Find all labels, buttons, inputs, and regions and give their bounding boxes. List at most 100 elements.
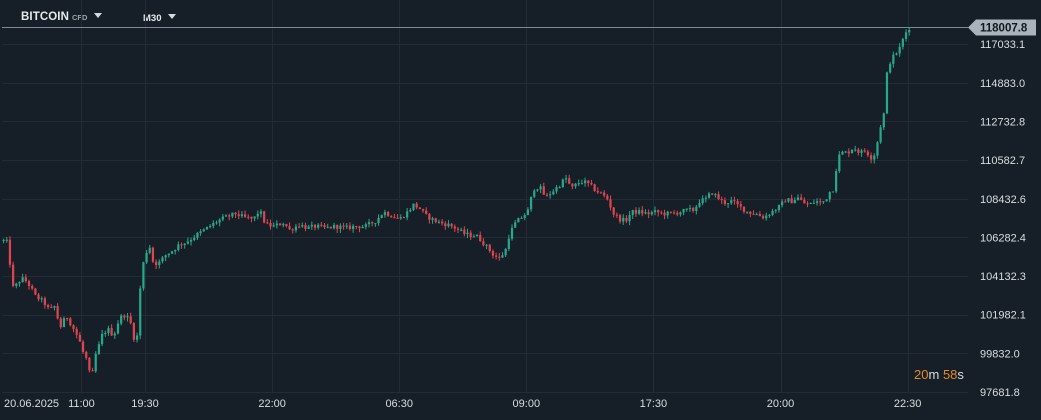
- candle-up: [412, 203, 415, 210]
- candle-down: [479, 235, 482, 242]
- candle-up: [574, 183, 577, 187]
- candle-up: [120, 315, 123, 324]
- candle-up: [583, 180, 587, 184]
- candle-down: [50, 307, 53, 309]
- candle-up: [164, 255, 167, 258]
- candle-down: [250, 216, 253, 219]
- candle-down: [847, 151, 850, 154]
- candle-down: [618, 215, 622, 222]
- candle-down: [758, 214, 761, 217]
- candle-down: [91, 370, 94, 372]
- candle-up: [139, 288, 142, 336]
- candle-up: [107, 328, 110, 333]
- countdown-seconds: 58: [942, 367, 958, 382]
- candle-up: [533, 190, 536, 197]
- candle-up: [399, 217, 402, 219]
- candle-up: [873, 155, 876, 160]
- candle-up: [209, 225, 212, 227]
- candle-up: [339, 225, 342, 229]
- candle-up: [510, 227, 514, 239]
- candle-up: [838, 154, 841, 172]
- candle-down: [723, 200, 727, 204]
- candle-up: [383, 212, 387, 216]
- candle-up: [698, 203, 701, 207]
- candle-up: [135, 335, 139, 340]
- candle-up: [904, 32, 908, 39]
- candle-up: [860, 150, 863, 153]
- candle-up: [523, 215, 526, 218]
- candle-down: [278, 223, 282, 226]
- candle-up: [726, 203, 730, 205]
- candle-up: [892, 54, 895, 64]
- candle-down: [24, 277, 27, 282]
- symbol-type-tag: CFD: [71, 13, 88, 22]
- candle-down: [717, 194, 720, 200]
- candle-up: [460, 229, 463, 231]
- candle-down: [291, 229, 294, 231]
- candle-down: [542, 186, 545, 195]
- candle-up: [377, 217, 380, 224]
- candle-up: [768, 214, 771, 216]
- candle-up: [259, 211, 263, 214]
- timeframe-selector[interactable]: M30: [143, 13, 177, 27]
- x-tick-label: 20:00: [767, 398, 795, 410]
- candle-up: [364, 224, 367, 227]
- candle-down: [81, 341, 85, 352]
- candle-up: [145, 252, 148, 263]
- candle-up: [116, 323, 120, 334]
- candle-up: [215, 222, 218, 224]
- candle-up: [167, 253, 170, 256]
- candle-down: [180, 244, 183, 246]
- candle-down: [440, 221, 444, 224]
- candle-up: [161, 257, 164, 262]
- candle-up: [21, 277, 24, 283]
- candle-down: [866, 151, 870, 156]
- candle-up: [231, 212, 234, 217]
- candle-up: [666, 211, 669, 216]
- y-tick-label: 101982.1: [980, 310, 1026, 322]
- candle-up: [310, 224, 313, 227]
- candle-up: [94, 353, 97, 372]
- candle-up: [765, 215, 768, 219]
- candle-up: [367, 222, 371, 225]
- candle-down: [615, 214, 618, 216]
- candle-up: [730, 200, 733, 204]
- candle-up: [326, 226, 329, 228]
- candle-up: [828, 192, 831, 200]
- candle-down: [110, 328, 113, 336]
- candle-up: [174, 250, 177, 252]
- x-tick-label: 17:30: [640, 398, 668, 410]
- candle-up: [552, 191, 555, 195]
- candle-up: [317, 224, 320, 228]
- candle-up: [841, 151, 844, 155]
- candle-down: [393, 217, 396, 219]
- candle-down: [742, 206, 746, 212]
- candle-down: [123, 315, 126, 318]
- symbol-selector[interactable]: BITCOIN CFD: [21, 11, 103, 27]
- candle-down: [386, 212, 390, 216]
- current-price-badge: [968, 19, 1036, 36]
- candle-down: [329, 226, 332, 229]
- candle-up: [704, 197, 707, 199]
- candle-up: [746, 211, 749, 213]
- candle-up: [189, 239, 193, 242]
- candle-up: [126, 316, 129, 318]
- candle-down: [34, 288, 37, 295]
- candle-down: [444, 223, 447, 227]
- x-tick-label: 22:30: [894, 398, 922, 410]
- x-tick-label: 20.06.2025: [4, 398, 59, 410]
- candle-down: [336, 224, 339, 229]
- time-axis: 20.06.2025 11:00 19:30 22:00 06:30 09:00 17:30…: [4, 398, 921, 410]
- candle-up: [622, 217, 625, 222]
- candle-down: [8, 239, 12, 265]
- candle-up: [514, 222, 517, 228]
- candle-up: [688, 208, 692, 210]
- candle-up: [850, 149, 854, 154]
- candle-up: [142, 262, 145, 289]
- candle-down: [495, 255, 498, 257]
- candle-up: [679, 212, 682, 215]
- candle-up: [431, 218, 434, 220]
- candle-up: [97, 344, 101, 354]
- candle-down: [151, 247, 155, 262]
